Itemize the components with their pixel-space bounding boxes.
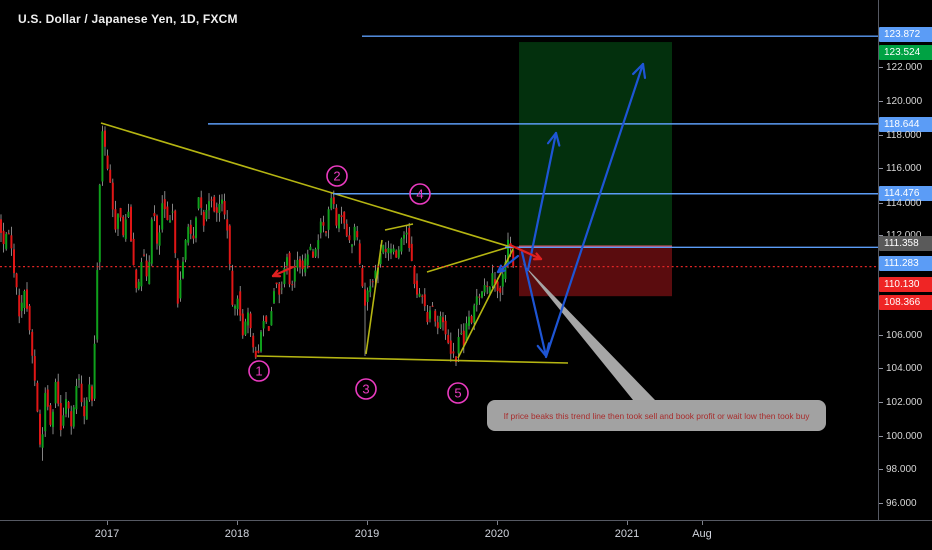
time-label-Aug: Aug [692,528,712,540]
price-tick [879,66,883,68]
price-tick [879,234,883,236]
price-label-118.644: 118.644 [879,116,932,132]
callout-text: If price beaks this trend line then took… [503,410,810,421]
trend-line-4[interactable] [426,245,513,273]
svg-text:1: 1 [255,364,262,379]
price-tick [879,468,883,470]
price-label-104.000: 104.000 [886,362,923,374]
time-tick [367,521,368,525]
wave-label-4[interactable]: 4 [409,183,431,205]
callout-tail [522,263,655,400]
price-tick [879,367,883,369]
breakout-arrow-1[interactable] [508,243,543,261]
price-tick [879,435,883,437]
price-tick [879,167,883,169]
price-axis[interactable]: 123.872 123.524 122.000 120.000 118.644 118.0… [878,0,932,520]
candlestick-chart[interactable]: 1 2 3 4 5 [0,0,878,520]
long-position-profit-zone[interactable] [519,42,672,247]
candles-layer[interactable] [0,125,515,461]
price-label-120.000: 120.000 [886,95,923,107]
svg-text:5: 5 [454,386,461,401]
price-label-118.000: 118.000 [886,129,922,141]
trend-line-1[interactable] [100,122,515,249]
svg-text:4: 4 [416,187,423,202]
time-tick [627,521,628,525]
price-tick [879,334,883,336]
time-tick [702,521,703,525]
symbol-title: U.S. Dollar / Japanese Yen, 1D, FXCM [18,12,238,26]
callout-note[interactable]: If price beaks this trend line then took… [487,400,826,431]
price-label-102.000: 102.000 [886,396,923,408]
symbol-titlebar: U.S. Dollar / Japanese Yen, 1D, FXCM [18,10,238,28]
trend-line-5[interactable] [384,223,414,231]
wave-label-2[interactable]: 2 [326,165,348,187]
wave-label-1[interactable]: 1 [248,360,270,382]
projection-arrow-3[interactable] [544,62,647,359]
svg-text:3: 3 [362,382,369,397]
price-tick [879,502,883,504]
long-position-stop-zone[interactable] [519,246,672,297]
time-tick [237,521,238,525]
price-tick [879,100,883,102]
wave-label-5[interactable]: 5 [447,382,469,404]
trend-line-2[interactable] [256,355,569,364]
price-label-123.524: 123.524 [879,44,932,60]
price-label-111.358: 111.358 [879,235,932,251]
price-label-114.000: 114.000 [886,197,922,209]
time-label-2019: 2019 [354,528,380,540]
price-label-110.130: 110.130 [879,276,932,292]
svg-text:2: 2 [333,169,340,184]
time-tick [497,521,498,525]
price-label-108.366: 108.366 [879,294,932,310]
projection-arrow-4[interactable] [496,254,520,274]
price-label-111.283: 111.283 [879,255,932,271]
price-tick [879,401,883,403]
trend-line-6[interactable] [365,239,383,355]
price-label-100.000: 100.000 [886,430,923,442]
price-label-106.000: 106.000 [886,329,923,341]
time-label-2021: 2021 [614,528,640,540]
price-label-112.000: 112.000 [881,228,925,243]
projection-arrow-1[interactable] [526,131,561,272]
time-label-2017: 2017 [94,528,120,540]
price-label-114.476: 114.476 [879,185,932,201]
time-axis[interactable]: 2017 2018 2019 2020 2021 Aug [0,520,932,550]
breakout-arrow-2[interactable] [271,265,295,278]
price-label-123.872: 123.872 [879,26,932,42]
time-label-2020: 2020 [484,528,510,540]
price-label-96.000: 96.000 [886,497,917,509]
time-label-2018: 2018 [224,528,250,540]
time-tick [107,521,108,525]
price-label-98.000: 98.000 [886,463,917,475]
price-label-116.000: 116.000 [886,162,922,174]
chart-plot-area[interactable]: 1 2 3 4 5 If price beaks this trend line the… [0,0,878,520]
price-tick [879,134,883,136]
price-tick [879,202,883,204]
wave-label-3[interactable]: 3 [355,378,377,400]
price-label-122.000: 122.000 [886,61,923,73]
